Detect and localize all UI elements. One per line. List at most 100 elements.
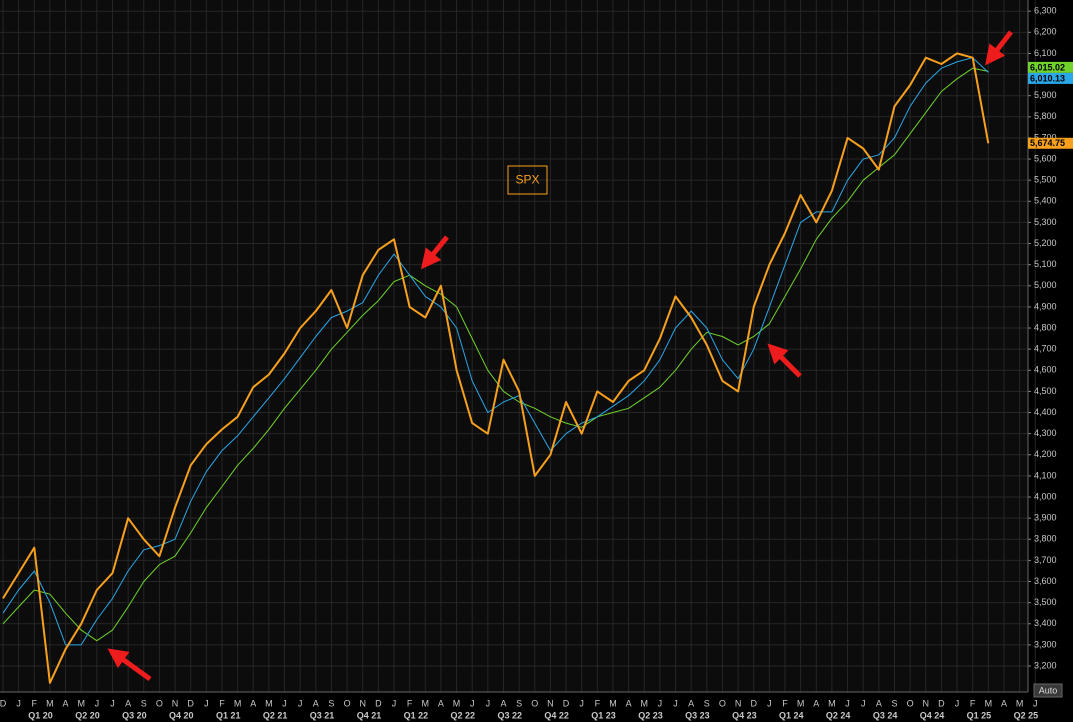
x-tick-label: M	[828, 698, 836, 708]
quarter-label: Q4 23	[732, 710, 757, 720]
x-tick-label: S	[704, 698, 710, 708]
arrow	[107, 648, 152, 682]
x-tick-label: N	[735, 698, 742, 708]
y-tick-label: 5,700	[1034, 132, 1057, 142]
x-tick-label: J	[861, 698, 866, 708]
x-tick-label: A	[813, 698, 819, 708]
arrows	[107, 30, 1013, 682]
x-tick-label: D	[0, 698, 7, 708]
x-tick-label: O	[531, 698, 538, 708]
x-tick-label: M	[234, 698, 242, 708]
x-tick-label: S	[891, 698, 897, 708]
x-tick-label: J	[298, 698, 303, 708]
y-tick-label: 4,500	[1034, 386, 1057, 396]
y-tick-label: 6,200	[1034, 27, 1057, 37]
x-tick-label: N	[923, 698, 930, 708]
x-tick-label: N	[172, 698, 179, 708]
quarter-label: Q1 20	[28, 710, 53, 720]
y-tick-label: 4,800	[1034, 322, 1057, 332]
series-label: SPX	[515, 173, 539, 187]
y-tick-label: 3,200	[1034, 660, 1057, 670]
auto-button[interactable]	[1033, 683, 1063, 698]
plot	[2, 52, 990, 684]
quarter-label: Q2 21	[263, 710, 288, 720]
quarter-label: Q2 20	[75, 710, 100, 720]
x-tick-label: M	[640, 698, 648, 708]
quarter-label: Q1 23	[591, 710, 616, 720]
y-tick-label: 3,300	[1034, 639, 1057, 649]
last-value-label: 6,015.02	[1030, 62, 1065, 72]
y-tick-label: 4,200	[1034, 449, 1057, 459]
auto-button-label[interactable]: Auto	[1039, 685, 1058, 695]
y-tick-label: 3,400	[1034, 618, 1057, 628]
x-tick-label: S	[516, 698, 522, 708]
x-tick-label: M	[797, 698, 805, 708]
quarter-label: Q2 23	[638, 710, 663, 720]
x-tick-label: J	[282, 698, 287, 708]
x-tick-label: M	[46, 698, 54, 708]
y-tick-label: 5,900	[1034, 90, 1057, 100]
last-value-label: 5,674.75	[1030, 138, 1065, 148]
arrow	[420, 235, 449, 270]
arrow	[767, 343, 802, 378]
x-tick-label: J	[673, 698, 678, 708]
quarter-label: Q2 25	[1014, 710, 1039, 720]
x-tick-label: J	[1033, 698, 1038, 708]
series-line	[2, 52, 990, 684]
x-tick-label: F	[407, 698, 413, 708]
x-tick-label: M	[77, 698, 85, 708]
y-tick-label: 4,700	[1034, 344, 1057, 354]
quarter-label: Q4 24	[920, 710, 945, 720]
y-tick-label: 5,400	[1034, 196, 1057, 206]
y-tick-label: 4,100	[1034, 470, 1057, 480]
x-tick-label: J	[95, 698, 100, 708]
x-tick-label: D	[750, 698, 757, 708]
y-tick-label: 5,300	[1034, 217, 1057, 227]
quarter-label: Q3 22	[497, 710, 522, 720]
quarter-label: Q2 22	[451, 710, 476, 720]
quarter-label: Q4 20	[169, 710, 194, 720]
x-tick-label: D	[563, 698, 570, 708]
x-tick-label: M	[609, 698, 617, 708]
y-tick-label: 5,800	[1034, 111, 1057, 121]
x-tick-label: A	[500, 698, 506, 708]
x-tick-label: S	[141, 698, 147, 708]
x-tick-label: O	[156, 698, 163, 708]
x-tick-label: O	[344, 698, 351, 708]
x-tick-label: J	[16, 698, 21, 708]
quarter-label: Q4 21	[357, 710, 382, 720]
x-tick-label: S	[328, 698, 334, 708]
x-tick-label: A	[626, 698, 632, 708]
quarter-label: Q3 20	[122, 710, 147, 720]
x-tick-label: F	[782, 698, 788, 708]
x-tick-label: J	[955, 698, 960, 708]
y-tick-label: 5,100	[1034, 259, 1057, 269]
x-tick-label: M	[1016, 698, 1024, 708]
last-value-tag	[1028, 72, 1073, 84]
series-label-box	[507, 165, 548, 195]
quarter-label: Q1 25	[967, 710, 992, 720]
y-tick-label: 6,100	[1034, 48, 1057, 58]
quarter-label: Q3 24	[873, 710, 898, 720]
x-tick-label: J	[486, 698, 491, 708]
x-tick-label: N	[359, 698, 366, 708]
x-tick-label: A	[876, 698, 882, 708]
x-tick-label: D	[375, 698, 382, 708]
x-tick-label: J	[110, 698, 115, 708]
x-tick-label: M	[422, 698, 430, 708]
x-tick-label: F	[32, 698, 38, 708]
x-tick-label: D	[187, 698, 194, 708]
y-tick-label: 4,300	[1034, 428, 1057, 438]
series-line	[2, 67, 989, 642]
x-tick-label: F	[595, 698, 601, 708]
x-tick-label: J	[579, 698, 584, 708]
last-value-tag	[1028, 137, 1073, 149]
y-tick-label: 3,800	[1034, 534, 1057, 544]
y-tick-label: 5,600	[1034, 153, 1057, 163]
x-tick-label: A	[125, 698, 131, 708]
x-tick-label: O	[907, 698, 914, 708]
x-tick-label: M	[985, 698, 993, 708]
x-tick-label: J	[767, 698, 772, 708]
quarter-label: Q3 23	[685, 710, 710, 720]
